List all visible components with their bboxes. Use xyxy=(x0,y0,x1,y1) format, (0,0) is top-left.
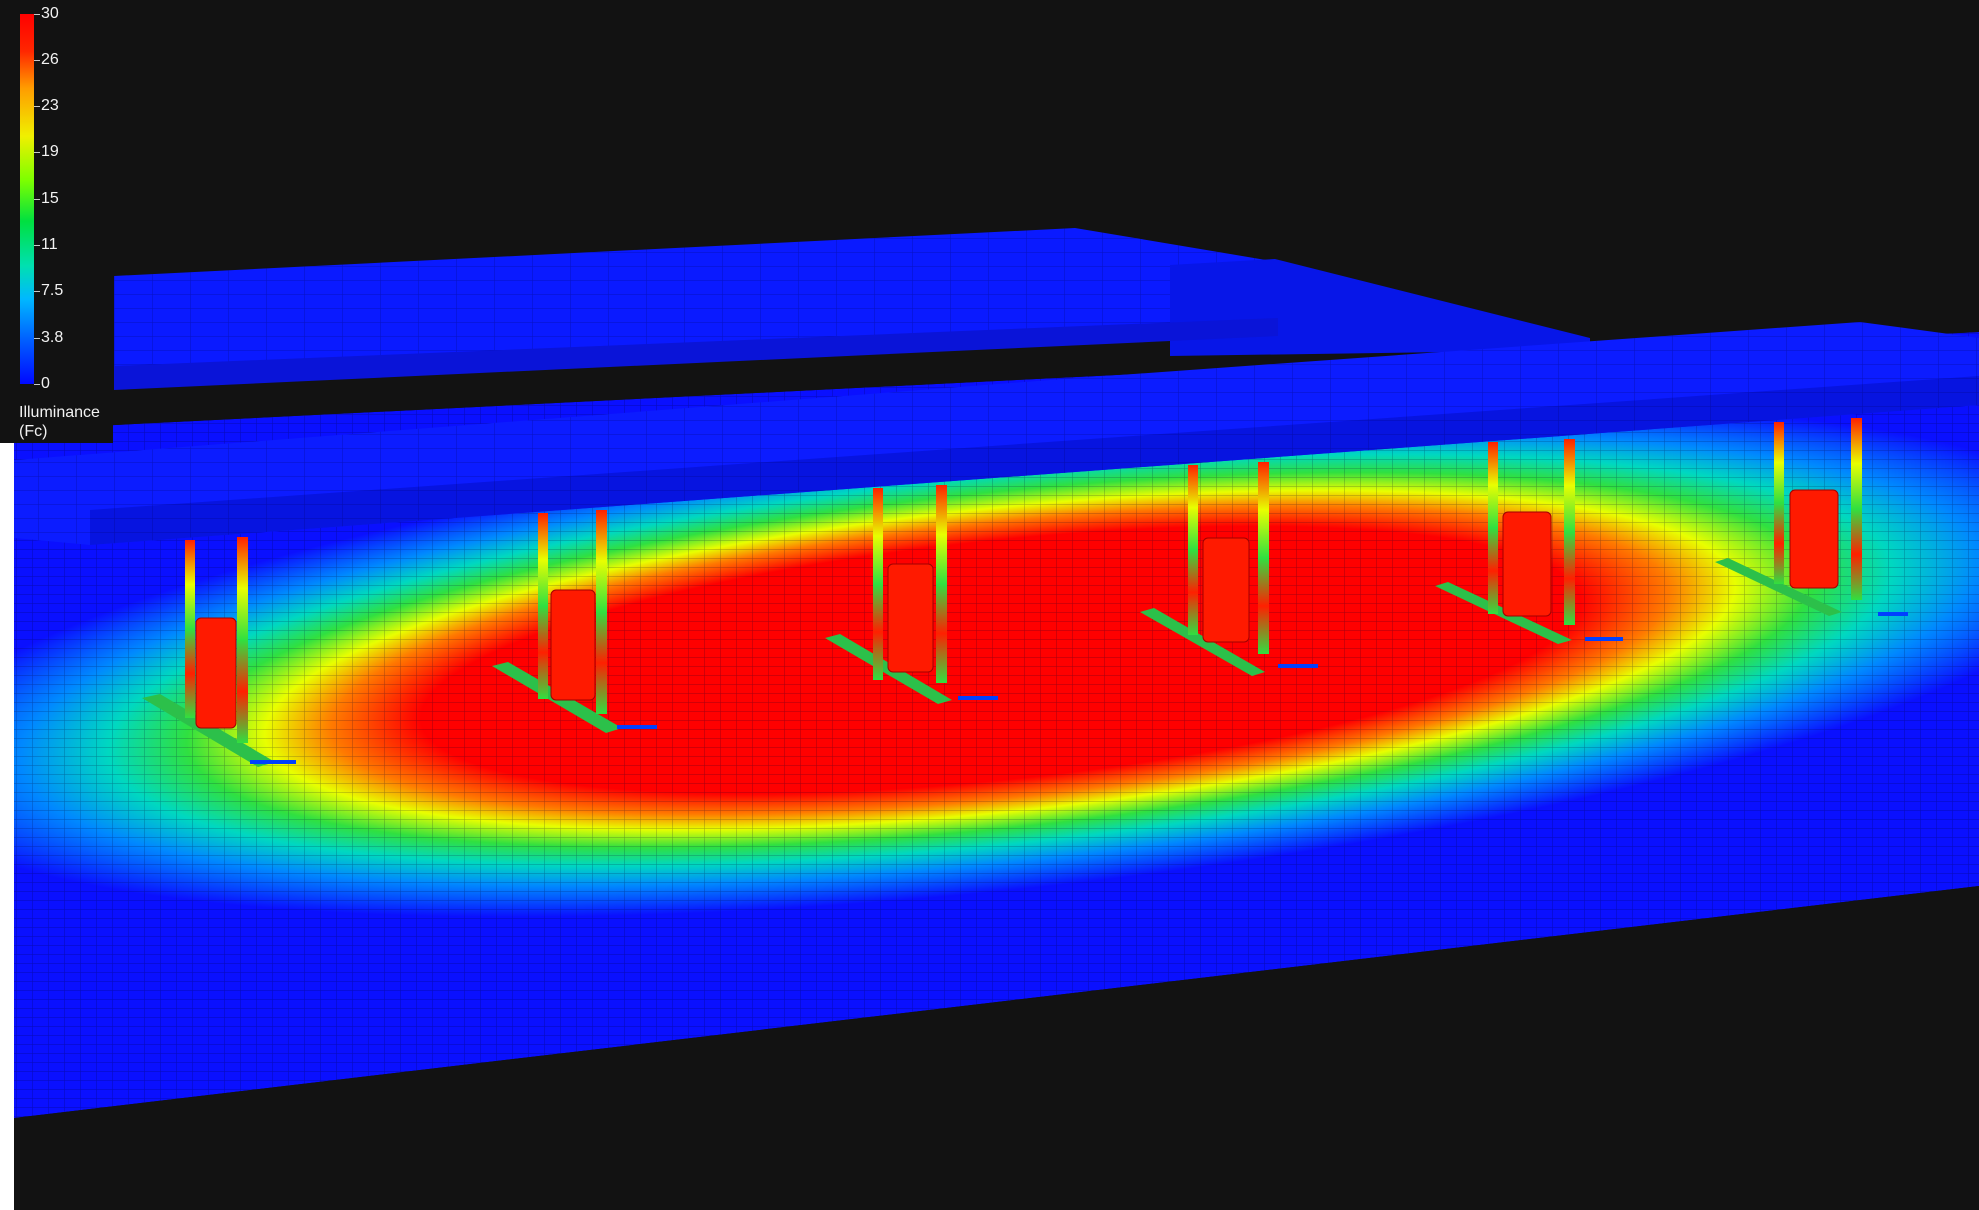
canopy-roof xyxy=(14,322,1979,545)
legend-quantity: Illuminance xyxy=(19,404,100,421)
canopy-column xyxy=(1258,462,1269,654)
legend-unit: (Fc) xyxy=(19,423,48,440)
legend-tick-label: 11 xyxy=(41,236,58,253)
canopy-column xyxy=(538,513,548,699)
canopy-column xyxy=(185,540,195,718)
illuminance-legend: 30 26 23 19 15 11 7.5 3.8 0 Illuminance … xyxy=(0,0,113,443)
legend-tick-label: 3.8 xyxy=(41,329,64,346)
canopy-column xyxy=(873,488,883,680)
legend-tick xyxy=(34,199,40,200)
legend-tick xyxy=(34,245,40,246)
fuel-dispenser xyxy=(195,617,237,729)
legend-tick xyxy=(34,384,40,385)
legend-tick-label: 0 xyxy=(41,375,50,392)
pump-island-1 xyxy=(142,537,296,767)
canopy-column xyxy=(1774,422,1784,584)
legend-title: Illuminance (Fc) xyxy=(19,403,100,441)
legend-tick xyxy=(34,338,40,339)
pump-island-3 xyxy=(825,485,998,704)
fuel-dispenser xyxy=(887,563,934,673)
legend-tick-label: 19 xyxy=(41,143,59,160)
legend-tick-label: 7.5 xyxy=(41,282,64,299)
canopy-column xyxy=(936,485,947,683)
canopy-column xyxy=(1564,439,1575,625)
legend-tick xyxy=(34,14,40,15)
legend-tick-label: 15 xyxy=(41,190,59,207)
legend-tick-label: 23 xyxy=(41,97,59,114)
canopy-column xyxy=(1488,442,1498,614)
ground-plane xyxy=(14,332,1979,1118)
legend-tick-label: 30 xyxy=(41,5,59,22)
canopy-column xyxy=(596,510,607,714)
fuel-dispenser xyxy=(1502,511,1552,617)
legend-tick xyxy=(34,291,40,292)
legend-tick-label: 26 xyxy=(41,51,59,68)
pump-island-6 xyxy=(1715,418,1908,616)
pump-island-4 xyxy=(1140,462,1318,676)
fuel-dispenser xyxy=(1789,489,1839,589)
color-scale-bar xyxy=(20,14,34,384)
legend-tick xyxy=(34,152,40,153)
legend-tick xyxy=(34,106,40,107)
pump-island-5 xyxy=(1435,439,1623,644)
canopy-column xyxy=(1188,465,1198,635)
canopy-column xyxy=(1851,418,1862,600)
legend-tick xyxy=(34,60,40,61)
fuel-dispenser xyxy=(550,589,596,701)
fuel-dispenser xyxy=(1202,537,1250,643)
pump-island-2 xyxy=(492,510,657,733)
canopy-column xyxy=(237,537,248,743)
